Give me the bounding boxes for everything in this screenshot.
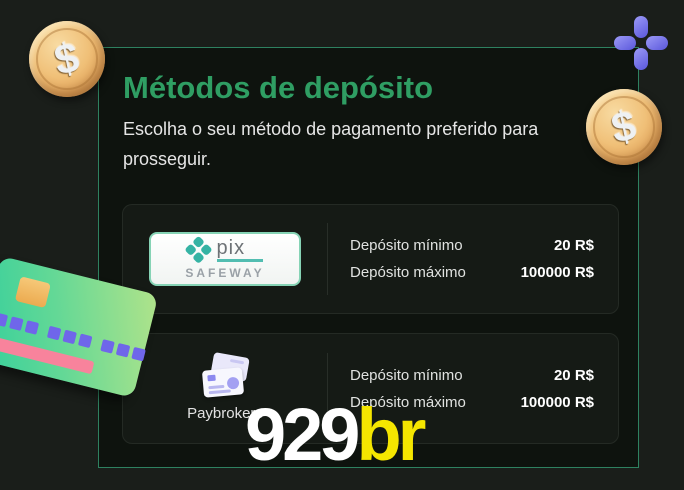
payment-method-card-paybrokers[interactable]: Paybrokers Depósito mínimo 20 R$ Depósit…: [122, 333, 619, 444]
payment-method-card-pix-safeway[interactable]: pix SAFEWAY Depósito mínimo 20 R$ Depósi…: [122, 204, 619, 314]
pix-safeway-limits: Depósito mínimo 20 R$ Depósito máximo 10…: [328, 205, 618, 313]
deposit-min-value: 20 R$: [553, 237, 594, 254]
safeway-wordmark: SAFEWAY: [185, 265, 265, 280]
paybrokers-cards-icon: [201, 352, 250, 399]
page-subtitle: Escolha o seu método de pagamento prefer…: [123, 119, 539, 169]
deposit-min-row: Depósito mínimo 20 R$: [350, 237, 594, 254]
paybrokers-limits: Depósito mínimo 20 R$ Depósito máximo 10…: [328, 334, 618, 443]
brand-logo-white: 929: [245, 392, 360, 476]
card-chip: [14, 276, 51, 309]
deposit-max-row: Depósito máximo 100000 R$: [350, 264, 594, 281]
gold-coin-icon: $: [29, 21, 105, 97]
deposit-min-label: Depósito mínimo: [350, 237, 463, 254]
deposit-min-value: 20 R$: [553, 366, 594, 384]
plus-sparkle-icon: [614, 16, 668, 70]
card-divider: [327, 352, 328, 425]
deposit-max-value: 100000 R$: [520, 264, 594, 281]
gold-coin-icon: $: [586, 89, 662, 165]
deposit-min-label: Depósito mínimo: [350, 366, 463, 384]
deposit-max-row: Depósito máximo 100000 R$: [350, 394, 594, 411]
pix-tagline-bar: [216, 258, 263, 262]
pix-safeway-logo-area: pix SAFEWAY: [123, 205, 327, 313]
deposit-methods-panel: Métodos de depósito Escolha o seu método…: [98, 47, 639, 468]
pix-safeway-logo: pix SAFEWAY: [149, 232, 301, 286]
paybrokers-logo-area: Paybrokers: [123, 334, 327, 443]
deposit-max-label: Depósito máximo: [350, 264, 466, 281]
brand-logo-929br: 929 br: [245, 393, 426, 476]
page-title: Métodos de depósito: [123, 70, 433, 105]
deposit-max-value: 100000 R$: [520, 393, 594, 411]
pix-wordmark: pix: [216, 236, 246, 259]
deposit-max-label: Depósito máximo: [350, 393, 466, 411]
pix-diamond-icon: [183, 235, 213, 265]
card-divider: [327, 223, 328, 295]
deposit-min-row: Depósito mínimo 20 R$: [350, 367, 594, 384]
paybrokers-label: Paybrokers: [187, 405, 263, 422]
brand-logo-yellow: br: [356, 392, 426, 476]
